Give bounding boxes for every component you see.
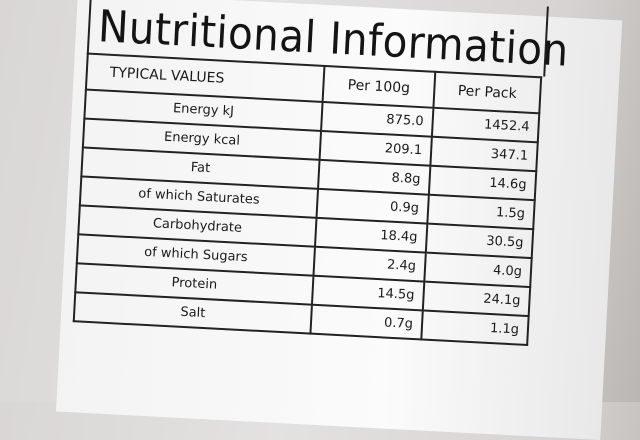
nutrition-table: TYPICAL VALUES Per 100g Per Pack Energy kJ 8…	[73, 53, 543, 346]
cell-value: Per Pack	[433, 71, 542, 114]
cell-value: 1.1g	[421, 310, 529, 345]
nutrition-label: Nutritional Information TYPICAL VALUES Pe…	[56, 0, 623, 440]
cell-value: Per 100g	[322, 66, 436, 108]
cell-value: 0.7g	[310, 304, 423, 340]
